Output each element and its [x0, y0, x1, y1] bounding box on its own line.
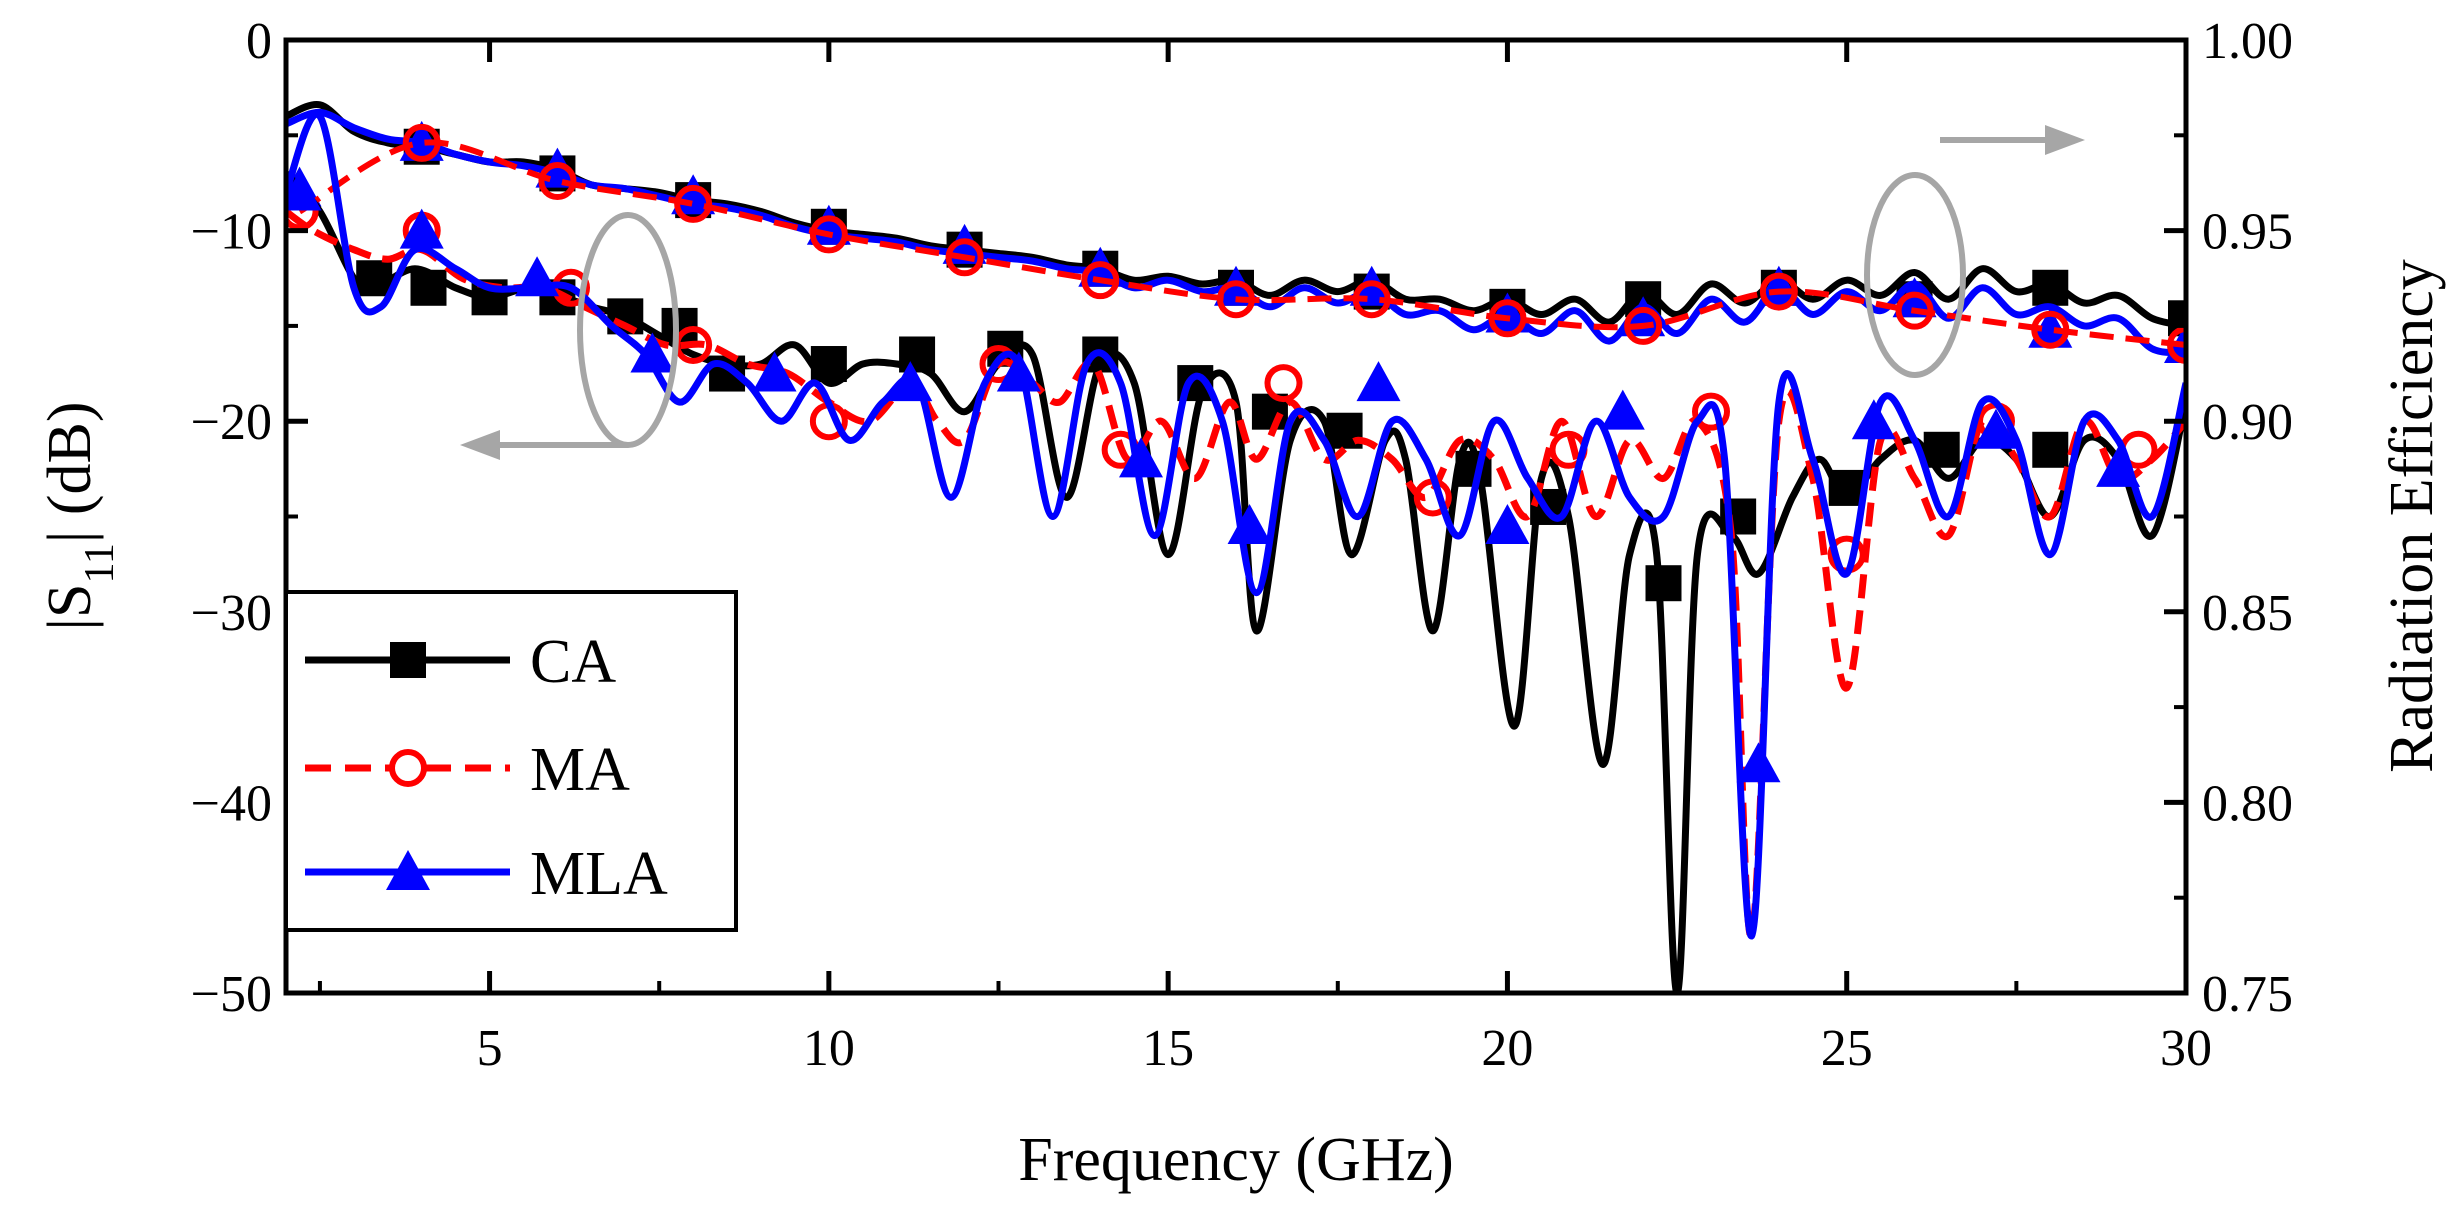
s11-marker-ca [810, 346, 847, 383]
y-right-tick-label: 0.90 [2202, 394, 2293, 451]
efficiency-marker-ma [1217, 280, 1255, 319]
series-layer [286, 101, 2186, 993]
s11-marker-mla [2096, 446, 2141, 487]
y-right-tick-label: 1.00 [2202, 13, 2293, 70]
x-tick-label: 20 [1481, 1020, 1533, 1077]
s11-marker-mla [888, 361, 933, 402]
y-right-tick-label: 0.95 [2202, 204, 2293, 261]
y-left-tick-label: −40 [191, 775, 272, 832]
legend-marker-triangle-icon [386, 850, 430, 890]
arrowhead-right-icon [2045, 125, 2085, 155]
efficiency-marker-ma [1081, 261, 1120, 300]
legend-marker-square-icon [390, 642, 426, 678]
y-left-tick-label: −10 [191, 204, 272, 261]
arrowhead-left-icon [460, 430, 500, 460]
y-right-tick-label: 0.85 [2202, 585, 2293, 642]
legend-entry-ca: CA [305, 628, 616, 696]
y-left-title-sub: 11 [77, 543, 123, 583]
s11-marker-mla [1736, 742, 1781, 783]
s11-marker-mla [399, 208, 444, 249]
s11-marker-ca [1645, 565, 1682, 602]
s11-marker-mla [1356, 361, 1401, 402]
efficiency-marker-ma [1624, 306, 1663, 345]
efficiency-marker-ma [2031, 310, 2070, 349]
y-right-tick-label: 0.80 [2202, 775, 2293, 832]
s11-marker-mla [515, 256, 560, 297]
axis-layer: 5 10 15 20 25 30 0 −10 −20 −30 −40 −50 1.00 0.95 0.90 0… [191, 13, 2293, 1077]
efficiency-marker-ma [402, 123, 441, 162]
efficiency-marker-ma [945, 238, 984, 277]
s11-line-ma [286, 208, 2186, 940]
y-left-axis-title: |S11| (dB) [36, 402, 123, 631]
y-left-tick-label: −50 [191, 966, 272, 1023]
efficiency-marker-ma [1895, 291, 1934, 330]
efficiency-marker-ma [1352, 280, 1391, 319]
annotation-ellipse-right [1864, 172, 1966, 378]
y-right-tick-label: 0.75 [2202, 966, 2293, 1023]
legend-marker-circle-icon [389, 749, 427, 787]
efficiency-marker-ma [1759, 272, 1798, 311]
efficiency-marker-ma [538, 162, 577, 201]
efficiency-marker-ma [1488, 299, 1527, 338]
s11-marker-mla [1227, 504, 1272, 545]
s11-marker-ca [1828, 469, 1865, 506]
efficiency-marker-ma [809, 215, 848, 254]
s11-marker-mla [1600, 389, 1645, 430]
x-tick-label: 15 [1142, 1020, 1194, 1077]
s11-marker-ca [2032, 431, 2069, 468]
legend-entry-ma: MA [305, 736, 630, 804]
s11-marker-mla [286, 170, 322, 211]
s11-marker-mla [630, 332, 675, 373]
left-axis-annotation [460, 212, 679, 460]
s11-marker-mla [1119, 437, 1163, 478]
legend-label-ma: MA [530, 736, 630, 804]
efficiency-marker-ca [2032, 269, 2069, 306]
s11-marker-mla [1851, 399, 1896, 440]
x-tick-label: 25 [1821, 1020, 1873, 1077]
efficiency-marker-ma [2167, 325, 2186, 364]
efficiency-marker-mla [1756, 265, 1801, 306]
s11-marker-mla [1974, 408, 2018, 449]
x-tick-label: 5 [477, 1020, 503, 1077]
s11-marker-ca [1923, 431, 1960, 468]
y-left-tick-label: −20 [191, 394, 272, 451]
s11-marker-ca [356, 260, 393, 297]
s11-marker-ca [899, 336, 936, 373]
plot-area [286, 101, 2186, 993]
efficiency-marker-mla [1485, 292, 1530, 333]
s11-marker-mla [996, 351, 1041, 392]
y-right-axis-title: Radiation Efficiency [2378, 259, 2446, 773]
y-left-tick-label: 0 [246, 13, 272, 70]
s11-marker-ca [410, 269, 447, 306]
s11-marker-ma [1264, 364, 1303, 403]
y-left-title-main: |S [36, 584, 104, 631]
right-axis-annotation [1864, 125, 2085, 378]
x-axis-title: Frequency (GHz) [1018, 1126, 1454, 1194]
x-tick-label: 10 [803, 1020, 855, 1077]
efficiency-line-ma [298, 139, 2186, 348]
s11-marker-mla [752, 351, 797, 392]
legend: CA MA MLA [284, 590, 738, 932]
x-tick-label: 30 [2160, 1020, 2212, 1077]
y-left-title-tail: | (dB) [36, 402, 104, 544]
s11-marker-ma [1692, 392, 1730, 431]
legend-box [284, 590, 738, 932]
efficiency-marker-ma [674, 184, 713, 223]
legend-entry-mla: MLA [305, 840, 668, 908]
legend-label-mla: MLA [530, 840, 668, 908]
legend-label-ca: CA [530, 628, 616, 696]
y-left-tick-label: −30 [191, 585, 272, 642]
s11-marker-mla [1485, 504, 1530, 545]
